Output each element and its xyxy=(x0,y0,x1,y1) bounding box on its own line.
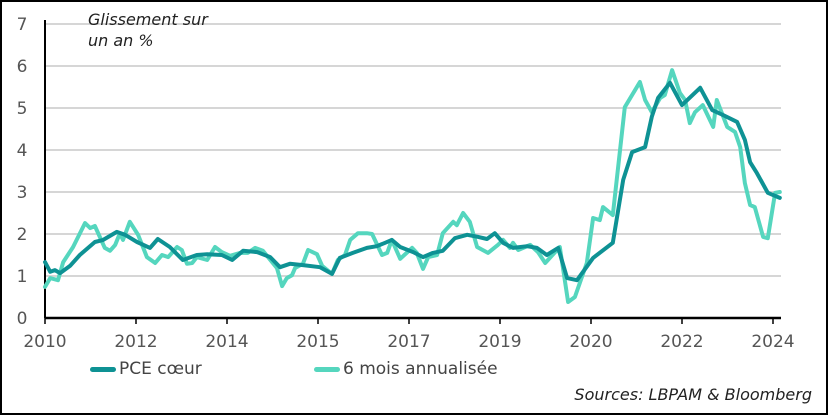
y-tick-label: 3 xyxy=(17,183,28,203)
y-tick-label: 7 xyxy=(17,15,28,35)
y-tick-label: 1 xyxy=(17,267,28,287)
x-tick-label: 2020 xyxy=(569,332,612,352)
legend-swatch xyxy=(314,366,340,372)
x-tick-label: 2024 xyxy=(751,332,794,352)
x-tick-label: 2019 xyxy=(478,332,521,352)
series-line-pce-core xyxy=(43,80,782,283)
y-tick-label: 4 xyxy=(17,141,28,161)
x-tick-label: 2022 xyxy=(660,332,703,352)
x-tick-label: 2014 xyxy=(205,332,248,352)
annotation-line-2: un an % xyxy=(88,31,154,50)
legend-label: 6 mois annualisée xyxy=(343,359,498,379)
annotation-line-1: Glissement sur xyxy=(88,10,208,29)
legend-item-6m-annualized: 6 mois annualisée xyxy=(314,359,498,379)
y-tick-label: 6 xyxy=(17,57,28,77)
legend-swatch xyxy=(90,366,116,372)
y-tick-label: 2 xyxy=(17,225,28,245)
unit-annotation: Glissement sur un an % xyxy=(88,9,208,51)
legend-label: PCE cœur xyxy=(119,359,202,379)
x-tick-label: 2012 xyxy=(114,332,157,352)
series-line-6m-annualized xyxy=(43,68,782,304)
x-tick-label: 2010 xyxy=(23,332,66,352)
legend-item-pce-core: PCE cœur xyxy=(90,359,202,379)
source-note: Sources: LBPAM & Bloomberg xyxy=(574,385,812,404)
y-tick-label: 0 xyxy=(17,309,28,329)
y-tick-label: 5 xyxy=(17,99,28,119)
x-tick-label: 2015 xyxy=(296,332,339,352)
x-tick-label: 2017 xyxy=(387,332,430,352)
